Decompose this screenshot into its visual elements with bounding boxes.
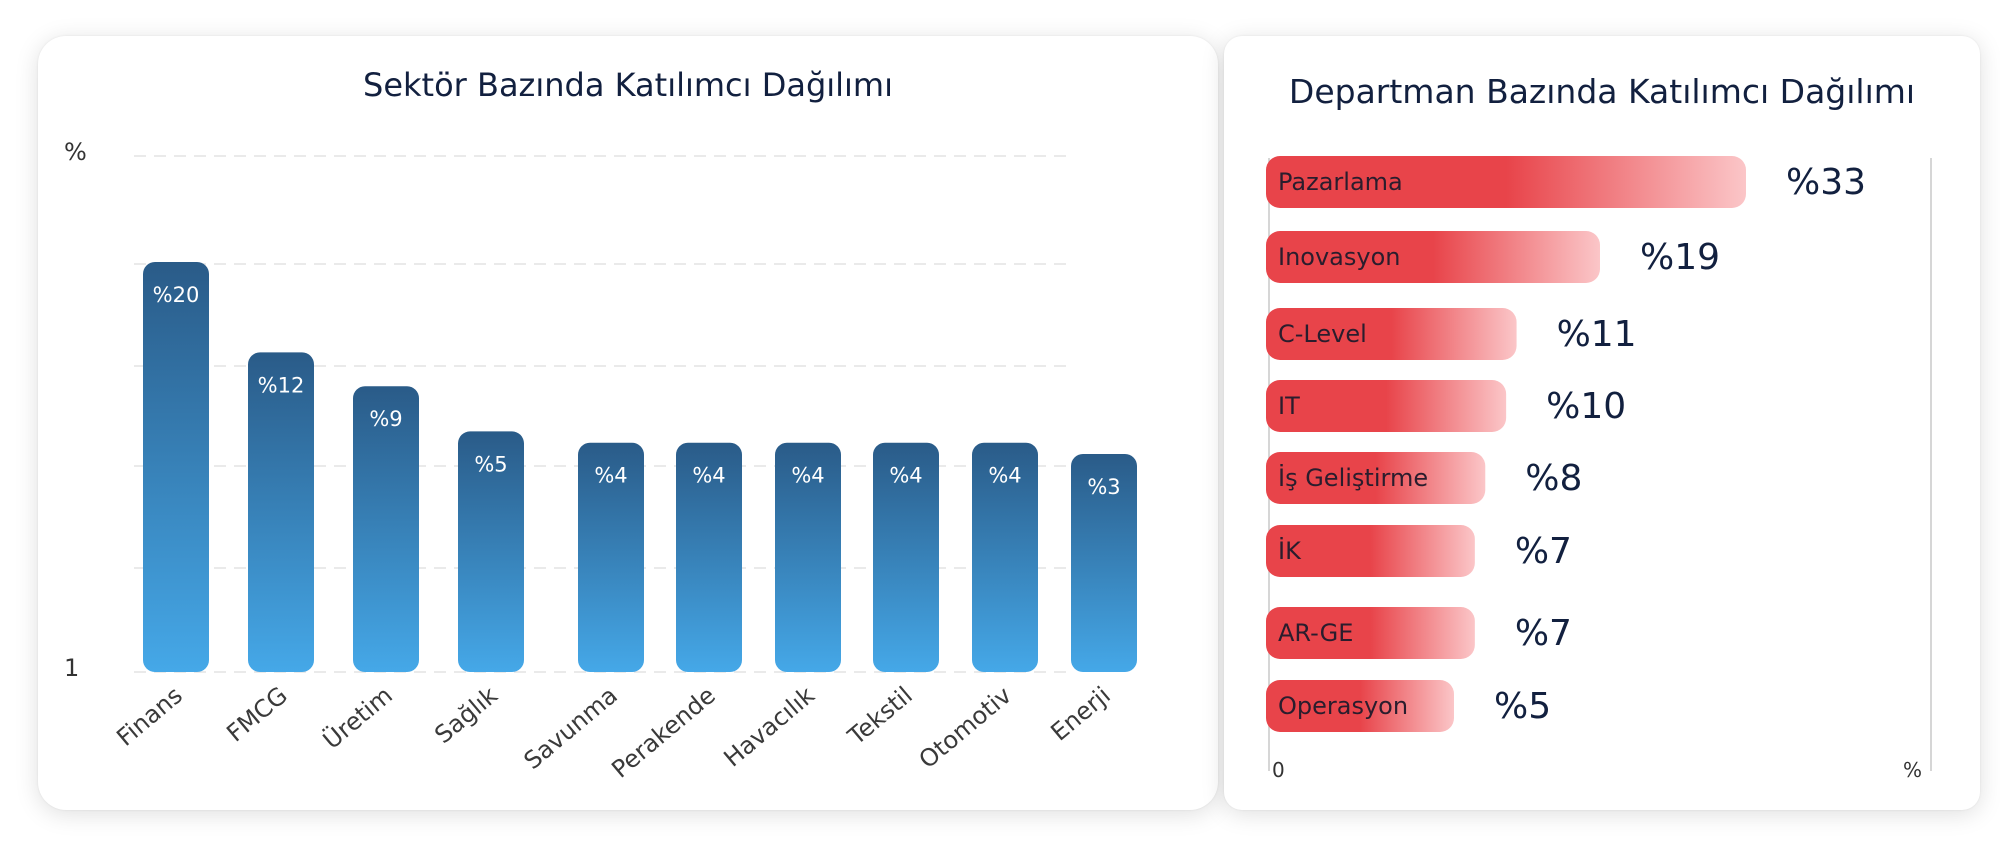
sector-bar-chart: Sektör Bazında Katılımcı Dağılımı % 1 %2…: [64, 66, 1137, 784]
department-x-axis-label: %: [1903, 758, 1922, 782]
sector-bars: %20Finans%12FMCG%9Üretim%5Sağlık%4Savunm…: [111, 262, 1137, 784]
sector-category-label: Finans: [111, 681, 187, 752]
sector-bar: [676, 442, 742, 672]
sector-category-label: Tekstil: [842, 681, 918, 751]
department-category-label: İş Geliştirme: [1278, 463, 1428, 492]
sector-bar-value-label: %4: [988, 464, 1021, 488]
sector-category-label: Perakende: [606, 681, 721, 783]
sector-bar-value-label: %3: [1087, 475, 1120, 499]
sector-bar-value-label: %4: [594, 464, 627, 488]
department-chart-card: Departman Bazında Katılımcı Dağılımı 0 %…: [1224, 36, 1980, 810]
sector-category-label: Havacılık: [719, 681, 820, 772]
department-bar-value-label: %33: [1786, 162, 1866, 203]
department-bar: [1266, 308, 1517, 360]
sector-bar-value-label: %9: [369, 407, 402, 431]
department-bar: [1266, 380, 1507, 432]
department-bar-value-label: %19: [1640, 237, 1720, 278]
department-category-label: Inovasyon: [1278, 243, 1400, 271]
sector-bar: [873, 442, 939, 672]
sector-chart-title: Sektör Bazında Katılımcı Dağılımı: [363, 66, 893, 104]
department-chart-title: Departman Bazında Katılımcı Dağılımı: [1289, 72, 1915, 111]
department-bar: [1266, 680, 1454, 732]
sector-bar: [578, 442, 644, 672]
department-category-label: Operasyon: [1278, 692, 1408, 720]
sector-bar-value-label: %4: [692, 464, 725, 488]
sector-category-label: Otomotiv: [914, 681, 1017, 774]
department-bar: [1266, 525, 1475, 577]
sector-bar: [248, 352, 314, 672]
sector-bar-value-label: %4: [889, 464, 922, 488]
department-bar: [1266, 231, 1600, 283]
sector-bar: [1071, 454, 1137, 672]
department-bar-value-label: %7: [1515, 531, 1572, 572]
sector-bar: [353, 386, 419, 672]
sector-bar-value-label: %12: [258, 373, 305, 397]
sector-category-label: Üretim: [317, 680, 398, 754]
department-bars: Pazarlama %33 Inovasyon %19 C-Level %11 IT %10 İ…: [1266, 156, 1866, 732]
department-bar-value-label: %8: [1525, 458, 1582, 499]
sector-bar-value-label: %4: [791, 464, 824, 488]
department-bar-value-label: %11: [1557, 314, 1637, 355]
sector-chart-card: Sektör Bazında Katılımcı Dağılımı % 1 %2…: [38, 36, 1218, 810]
sector-bar-value-label: %5: [474, 452, 507, 476]
department-bar: [1266, 452, 1486, 504]
sector-bar: [775, 442, 841, 672]
sector-y-axis-label: %: [64, 138, 87, 166]
sector-bar: [458, 431, 524, 672]
sector-category-label: Enerji: [1046, 681, 1116, 746]
sector-bar: [972, 442, 1038, 672]
sector-category-label: Sağlık: [429, 681, 503, 749]
sector-y-axis-bottom-label: 1: [64, 654, 79, 682]
department-category-label: Pazarlama: [1278, 168, 1403, 196]
sector-category-label: FMCG: [221, 681, 293, 747]
department-bar-value-label: %5: [1494, 686, 1551, 727]
department-category-label: AR-GE: [1278, 619, 1353, 647]
department-bar: [1266, 156, 1746, 208]
department-x-axis-zero-label: 0: [1272, 758, 1285, 782]
department-bar-chart: Departman Bazında Katılımcı Dağılımı 0 %…: [1266, 72, 1932, 782]
sector-bar-value-label: %20: [153, 283, 200, 307]
department-bar: [1266, 607, 1475, 659]
sector-bar: [143, 262, 209, 672]
department-bar-value-label: %7: [1515, 613, 1572, 654]
department-category-label: IT: [1278, 392, 1300, 420]
department-bar-value-label: %10: [1546, 386, 1626, 427]
department-category-label: İK: [1278, 536, 1302, 565]
department-category-label: C-Level: [1278, 320, 1367, 348]
